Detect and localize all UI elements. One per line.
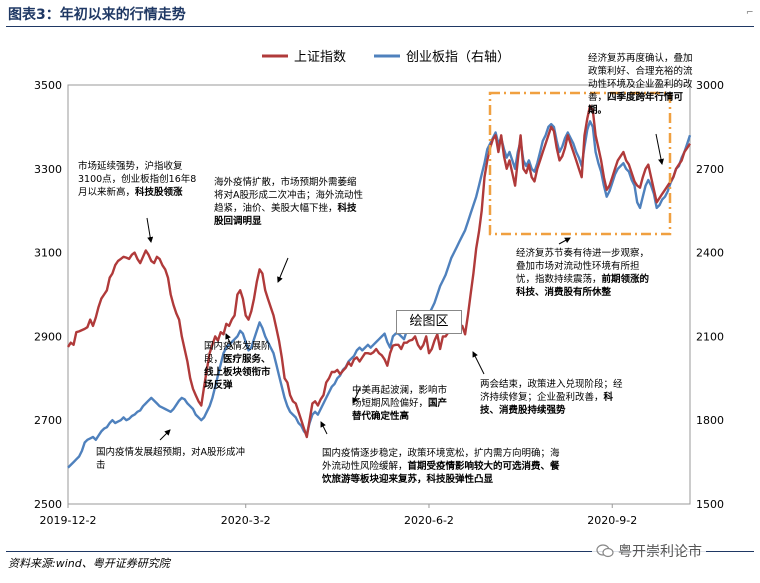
y-right-tick-label: 1500 xyxy=(696,498,724,511)
y-right-tick-label: 3000 xyxy=(696,79,724,92)
y-left-tick-label: 3300 xyxy=(34,163,62,176)
x-tick-label: 2019-12-2 xyxy=(40,514,97,527)
x-tick-label: 2020-9-2 xyxy=(587,514,637,527)
annotation-arrow xyxy=(321,422,327,434)
annotation-arrow xyxy=(473,352,484,374)
x-tick-label: 2020-3-2 xyxy=(221,514,271,527)
annotation-march: 国内疫情发展阶段，医疗服务、线上板块领衔市场反弹 xyxy=(204,340,274,392)
annotation-arrow xyxy=(559,238,570,244)
annotation-june: 两会结束，政策进入兑现阶段；经济持续修复；企业盈利改善，科技、消费股持续强势 xyxy=(480,378,630,417)
annotation-jan: 国内疫情发展超预期，对A股形成冲击 xyxy=(96,446,246,472)
annotation-arrow xyxy=(278,258,288,282)
y-left-tick-label: 2700 xyxy=(34,414,62,427)
annotation-aug: 经济复苏节奏有待进一步观察，叠加市场对流动性环境有所担忧，指数持续震荡，前期领涨… xyxy=(516,247,654,299)
y-left-tick-label: 3500 xyxy=(34,79,62,92)
annotation-arrow xyxy=(656,134,662,164)
y-right-tick-label: 1800 xyxy=(696,414,724,427)
annotation-may: 中美再起波澜，影响市场短期风险偏好，国产替代确定性高 xyxy=(352,384,450,423)
annotation-arrow xyxy=(160,430,170,440)
source-note: 资料来源:wind、粤开证券研究院 xyxy=(8,555,170,571)
y-right-tick-label: 2700 xyxy=(696,163,724,176)
plot-area-tooltip: 绘图区 xyxy=(396,310,462,334)
legend-label: 上证指数 xyxy=(294,50,346,65)
y-right-tick-label: 2400 xyxy=(696,247,724,260)
chart-title: 图表3：年初以来的行情走势 xyxy=(8,4,186,24)
y-right-tick-label: 2100 xyxy=(696,330,724,343)
watermark: 粤开崇利论市 xyxy=(592,540,706,562)
annotation-arrow xyxy=(147,218,151,242)
annotation-april: 国内疫情逐步稳定，政策环境宽松，扩内需方向明确；海外流动性风险缓解，首期受疫情影… xyxy=(322,447,560,486)
annotation-oct: 经济复苏再度确认，叠加政策利好、合理充裕的流动性环境及企业盈利的改善，四季度跨年… xyxy=(588,52,698,117)
legend-label: 创业板指（右轴） xyxy=(406,50,510,65)
title-divider xyxy=(6,26,754,27)
y-left-tick-label: 3100 xyxy=(34,247,62,260)
y-left-tick-label: 2900 xyxy=(34,330,62,343)
y-left-tick-label: 2500 xyxy=(34,498,62,511)
x-tick-label: 2020-6-2 xyxy=(404,514,454,527)
wechat-icon xyxy=(596,544,614,558)
annotation-dec: 市场延续强势，沪指收复3100点，创业板指创16年8月以来新高，科技股领涨 xyxy=(78,160,198,199)
corner-mark-top: ⌐ xyxy=(746,8,754,18)
annotation-feb: 海外疫情扩散，市场预期外需萎缩将对A股形成二次冲击；海外流动性趋紧，油价、美股大… xyxy=(214,176,364,228)
